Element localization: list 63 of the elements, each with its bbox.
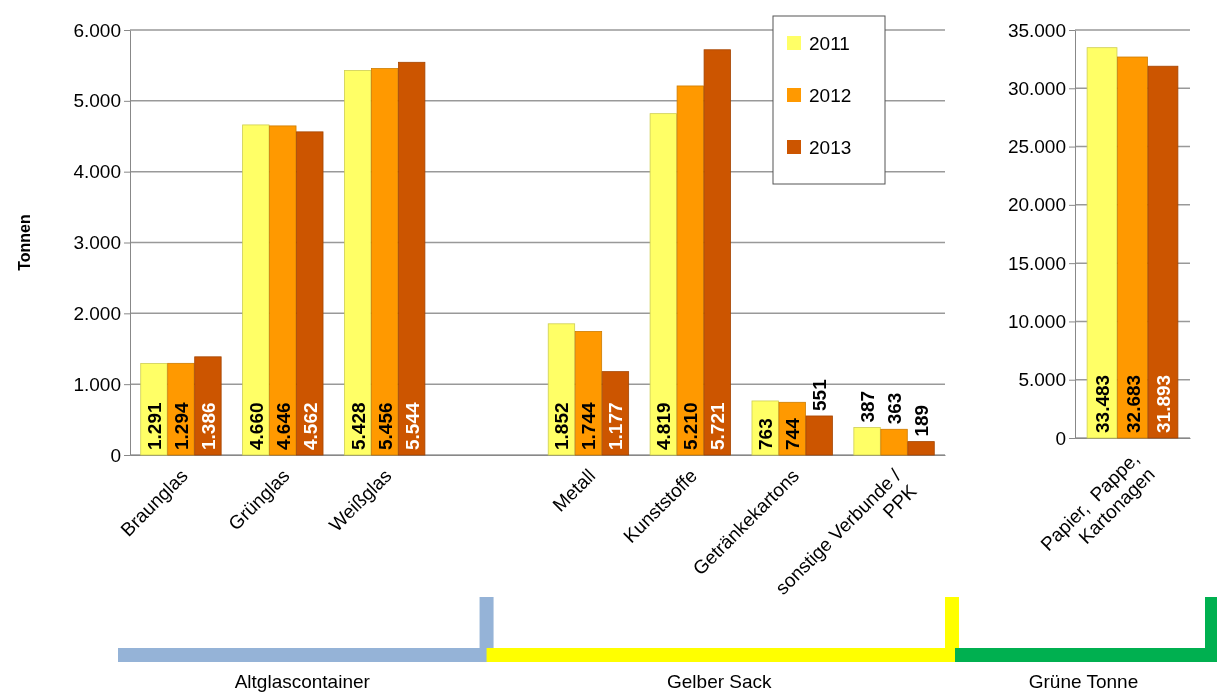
- text: Altglascontainer: [234, 671, 371, 692]
- data-label: 5.721: [707, 402, 729, 450]
- text: Grüne Tonne: [1028, 671, 1139, 692]
- bar: [853, 427, 881, 456]
- data-label: 1.386: [197, 402, 219, 450]
- y-tick-label: 0: [110, 444, 121, 466]
- data-label: 4.819: [653, 402, 675, 450]
- data-label: 1.744: [578, 402, 600, 450]
- y-tick-label: 5.000: [73, 90, 121, 112]
- data-label: 5.544: [401, 402, 423, 450]
- bar: [242, 124, 270, 456]
- data-label: 4.660: [245, 402, 267, 450]
- data-label: 1.291: [143, 402, 165, 450]
- legend-label: 2011: [809, 33, 850, 54]
- data-label: 1.294: [170, 402, 192, 450]
- bar: [703, 49, 731, 456]
- bar: [574, 331, 603, 456]
- text: Gelber Sack: [667, 671, 773, 692]
- data-label: 189: [911, 404, 933, 437]
- data-label: 31.893: [1152, 374, 1174, 433]
- bar: [649, 113, 677, 456]
- bar: [167, 362, 195, 456]
- data-label: 32.683: [1122, 374, 1144, 433]
- y-tick-label: 35.000: [1007, 19, 1066, 41]
- bar: [371, 68, 399, 456]
- data-label: 5.428: [347, 402, 369, 450]
- bar: [398, 61, 426, 456]
- data-label: 5.210: [680, 402, 702, 450]
- bar: [880, 428, 908, 456]
- y-tick-label: 4.000: [73, 161, 121, 183]
- y-tick-label: 1.000: [73, 373, 121, 395]
- bar: [676, 85, 704, 456]
- y-tick-label: 6.000: [73, 19, 121, 41]
- y-tick-label: 5.000: [1018, 369, 1066, 391]
- data-label: 363: [884, 392, 906, 425]
- y-tick-label: 2.000: [73, 302, 121, 324]
- y-tick-label: 25.000: [1007, 136, 1066, 158]
- bar: [805, 415, 833, 456]
- bar: [194, 356, 222, 456]
- bar: [269, 125, 297, 456]
- y-tick-label: 15.000: [1007, 252, 1066, 274]
- data-label: 387: [857, 390, 879, 423]
- y-tick-label: 30.000: [1007, 77, 1066, 99]
- data-label: 4.646: [272, 402, 294, 450]
- bar: [344, 70, 372, 456]
- data-label: 5.456: [374, 402, 396, 450]
- data-label: 744: [782, 417, 804, 450]
- data-label: 763: [755, 418, 777, 450]
- data-label: 33.483: [1092, 374, 1114, 433]
- legend-label: 2013: [809, 137, 852, 158]
- y-axis-title: Tonnen: [16, 214, 33, 271]
- legend-label: 2012: [809, 85, 852, 106]
- data-label: 1.852: [551, 402, 573, 450]
- data-label: 4.562: [299, 402, 321, 450]
- bar: [907, 441, 935, 456]
- data-label: 551: [809, 378, 831, 411]
- y-tick-label: 10.000: [1007, 311, 1066, 333]
- y-tick-label: 0: [1055, 427, 1066, 449]
- bar: [547, 323, 576, 456]
- bar: [296, 131, 324, 456]
- data-label: 1.177: [605, 402, 627, 450]
- y-tick-label: 3.000: [73, 232, 121, 254]
- y-tick-label: 20.000: [1007, 194, 1066, 216]
